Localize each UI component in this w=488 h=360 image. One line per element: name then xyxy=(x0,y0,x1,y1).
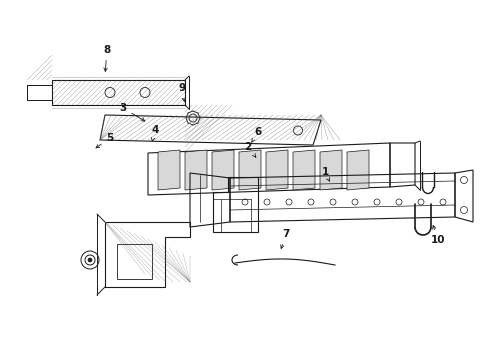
Text: 8: 8 xyxy=(103,45,110,71)
Polygon shape xyxy=(184,150,206,190)
Polygon shape xyxy=(346,150,368,190)
Text: 6: 6 xyxy=(251,127,261,142)
Polygon shape xyxy=(212,150,234,190)
Polygon shape xyxy=(239,150,261,190)
Text: 3: 3 xyxy=(119,103,144,121)
Text: 7: 7 xyxy=(280,229,289,248)
Circle shape xyxy=(88,258,92,262)
Text: 9: 9 xyxy=(178,83,185,102)
Polygon shape xyxy=(265,150,287,190)
Text: 4: 4 xyxy=(151,125,159,141)
Polygon shape xyxy=(158,150,180,190)
Polygon shape xyxy=(292,150,314,190)
Polygon shape xyxy=(319,150,341,190)
Bar xyxy=(117,244,152,279)
Text: 1: 1 xyxy=(321,167,329,181)
Text: 10: 10 xyxy=(430,225,445,245)
Text: 5: 5 xyxy=(96,133,113,148)
Text: 2: 2 xyxy=(244,142,255,157)
